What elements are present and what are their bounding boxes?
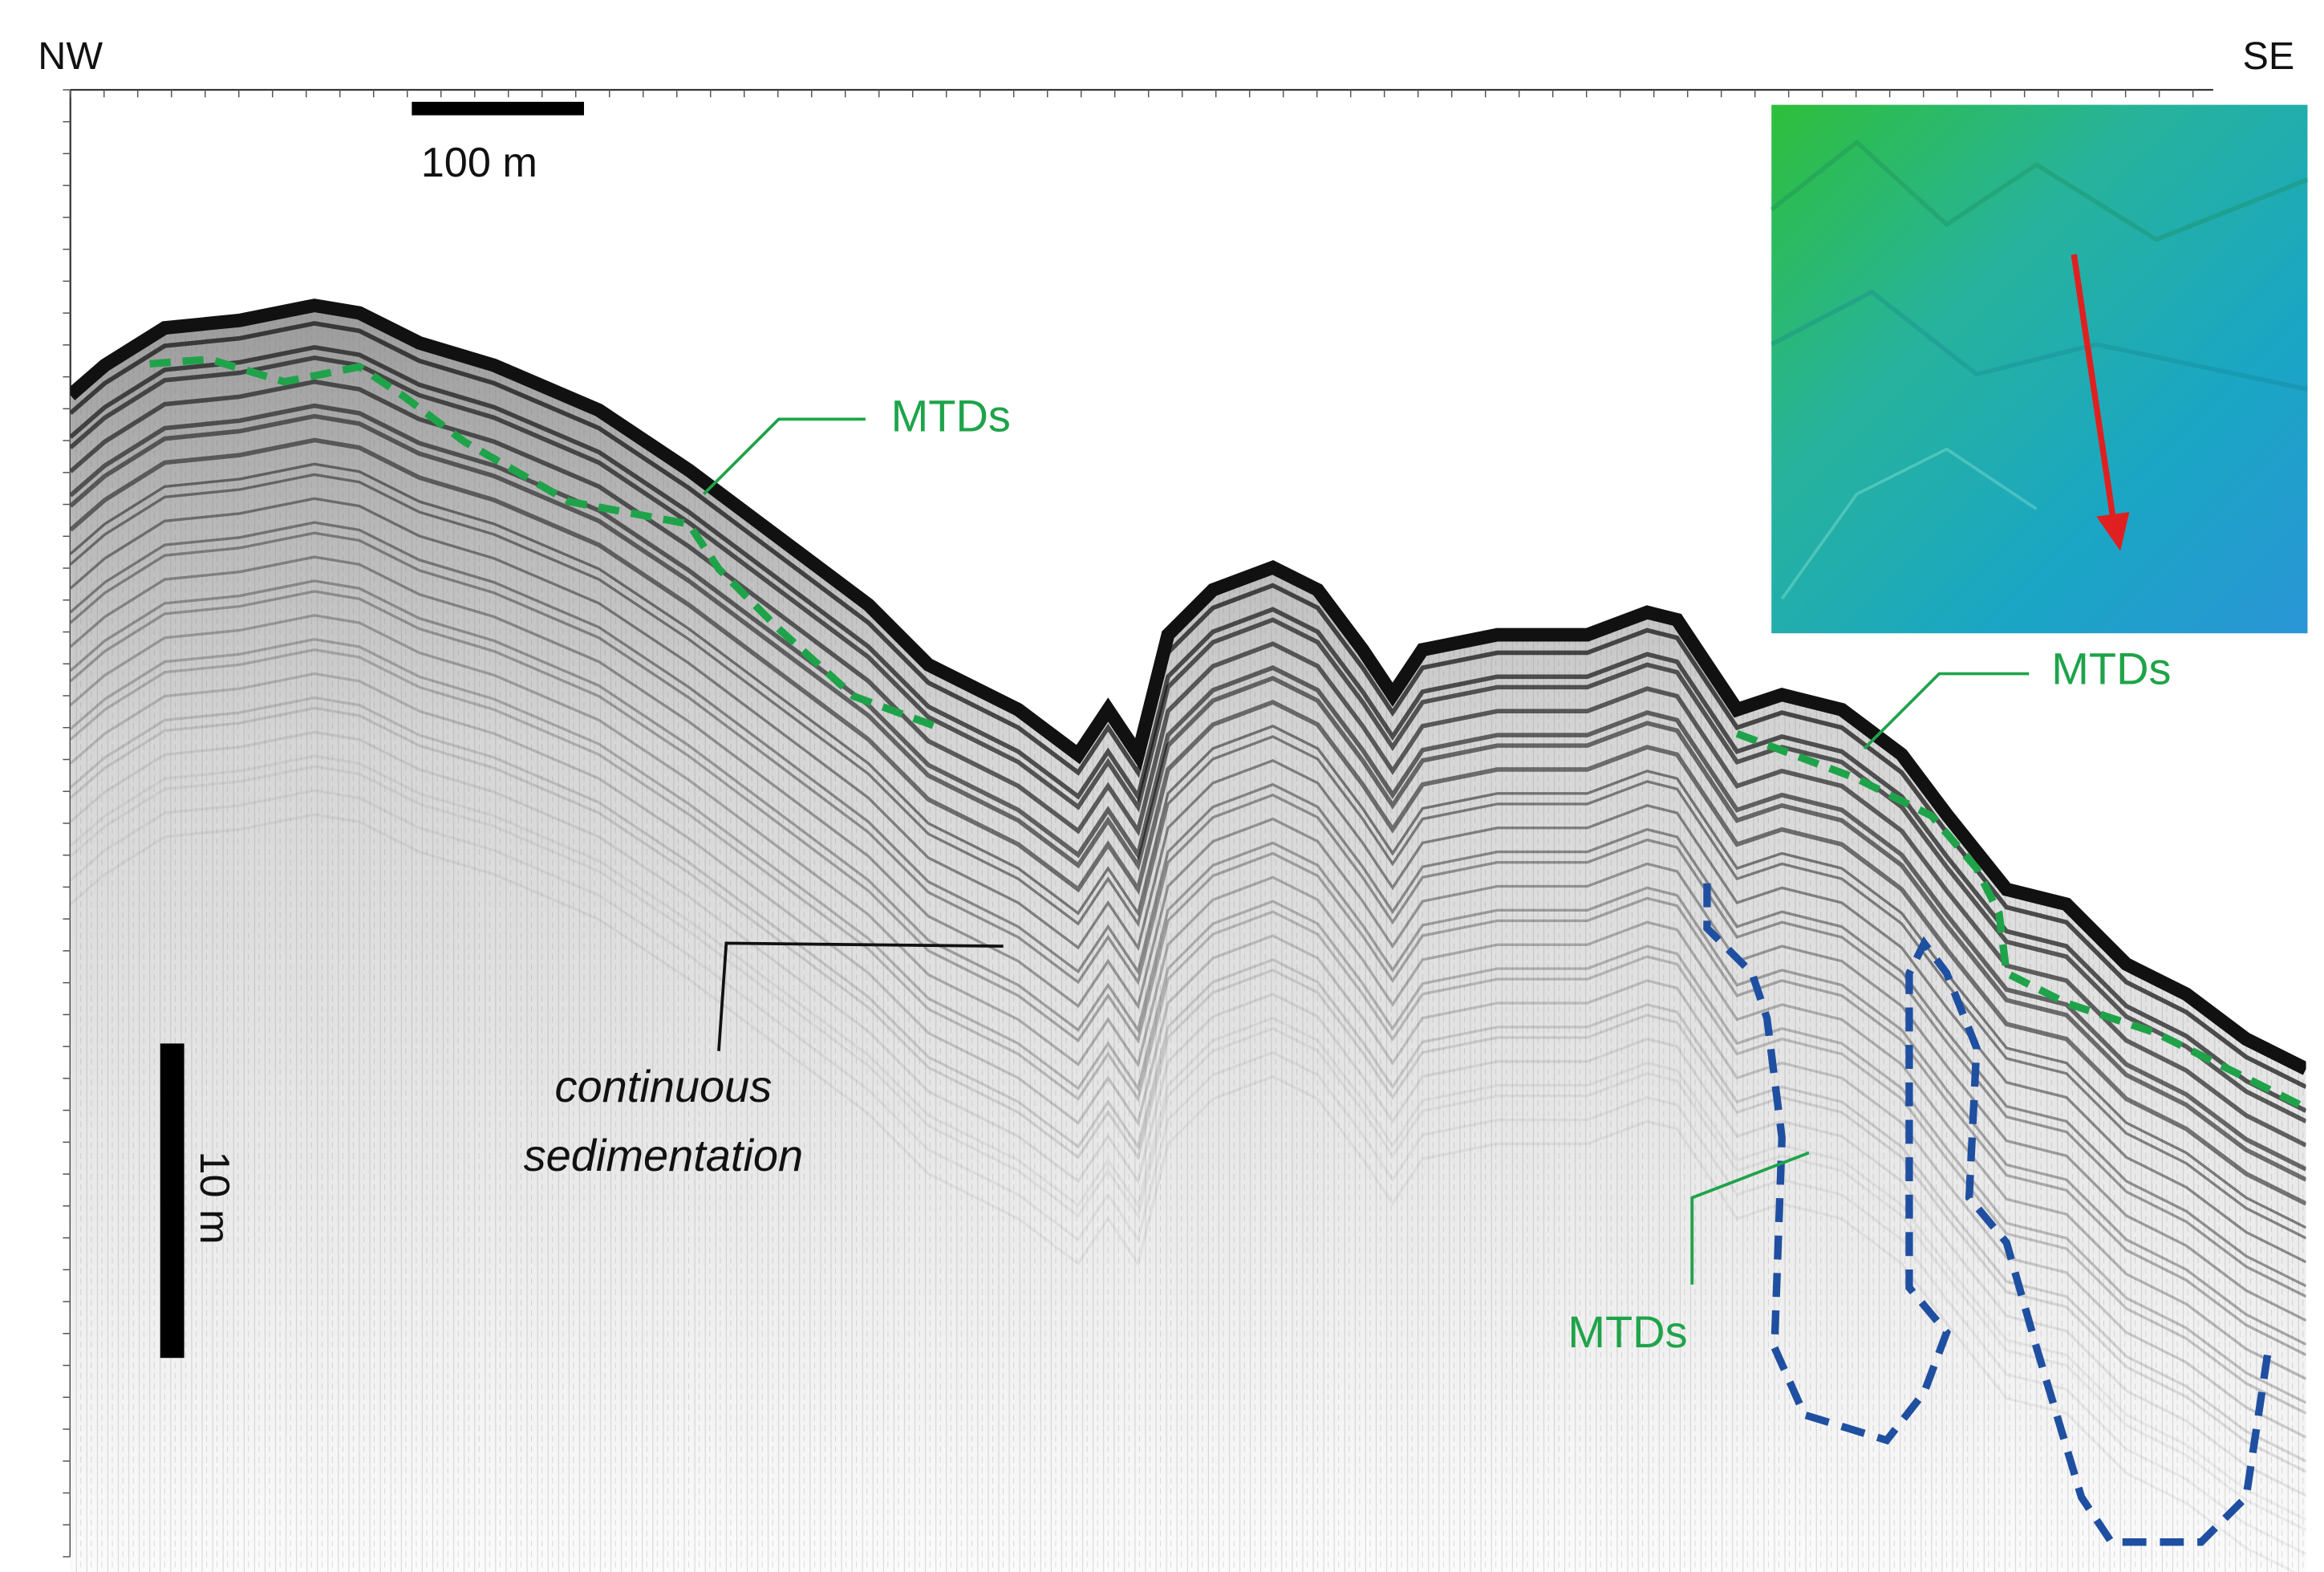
reflector [70, 473, 2306, 1240]
mtd-body-outline [1703, 883, 2273, 1546]
reflector [70, 696, 2306, 1463]
reflector [70, 637, 2306, 1404]
reflector [70, 379, 2306, 1148]
annotation: MTDs [1568, 1306, 1687, 1357]
direction-label: NW [38, 35, 103, 78]
reflector [70, 754, 2306, 1521]
reflector [70, 706, 2306, 1473]
reflector [70, 789, 2306, 1556]
reflector [70, 437, 2306, 1206]
leader-line [1690, 1151, 1810, 1285]
arrow-head [2096, 512, 2130, 551]
reflector [70, 614, 2306, 1380]
reflector [70, 413, 2306, 1182]
reflector [70, 813, 2298, 1572]
inset-relief [1770, 289, 2309, 392]
reflector [70, 321, 2306, 1090]
direction-arrow [2071, 254, 2118, 528]
scale-label: 100 m [421, 140, 537, 186]
leader-line [702, 417, 866, 496]
inset-relief [1770, 139, 2309, 242]
seismic-profile [70, 299, 2306, 1572]
leader-line [717, 941, 1004, 1051]
horizontal-scale-bar [412, 101, 584, 116]
reflector [70, 521, 2306, 1288]
reflector [70, 555, 2306, 1322]
mtd-boundary [149, 355, 945, 733]
reflector [70, 462, 2306, 1229]
leader-line [1863, 672, 2030, 750]
reflector [70, 497, 2306, 1264]
reflector [70, 672, 2306, 1439]
scale-label: 10 m [191, 1151, 237, 1244]
reflector [70, 730, 2306, 1497]
annotation: MTDs [2051, 644, 2171, 694]
inset-bathymetry [1771, 104, 2308, 634]
inset-map [1770, 104, 2309, 634]
annotation: sedimentation [524, 1130, 804, 1180]
subsurface-noise [70, 299, 2306, 1572]
reflector [70, 590, 2306, 1356]
reflector [70, 403, 2306, 1172]
reflector [70, 765, 2306, 1532]
reflector [70, 355, 2306, 1123]
vertical-scale-bar [160, 1043, 185, 1359]
reflector [70, 648, 2306, 1415]
seafloor [70, 299, 2306, 1075]
mtd-boundary [1735, 729, 2308, 1111]
reflector [70, 531, 2306, 1298]
annotation: MTDs [891, 390, 1011, 441]
axis-ticks [63, 89, 2194, 1558]
direction-label: SE [2243, 35, 2295, 78]
reflector [70, 579, 2306, 1346]
inset-relief [1780, 447, 2038, 600]
reflector [70, 345, 2306, 1113]
annotation: continuous [555, 1061, 773, 1111]
